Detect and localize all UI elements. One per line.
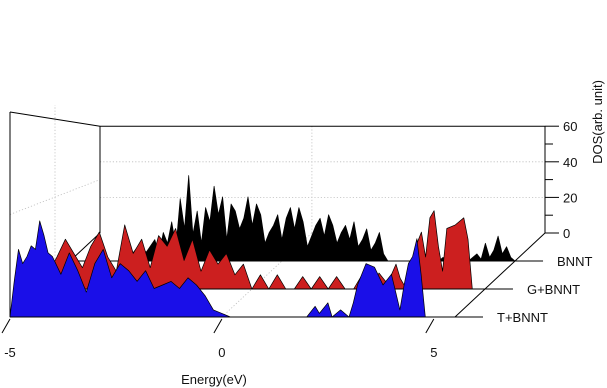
y-tick-label: 60 bbox=[563, 119, 577, 134]
x-tick bbox=[1, 318, 11, 334]
x-tick-label: 0 bbox=[218, 345, 225, 360]
y-tick-label: 40 bbox=[563, 155, 577, 170]
y-tick-label: 0 bbox=[563, 226, 570, 241]
x-tick bbox=[213, 318, 223, 334]
x-tick-label: -5 bbox=[4, 345, 16, 360]
floor-right-edge bbox=[454, 232, 546, 318]
series-layer bbox=[9, 175, 516, 318]
y-tick-label: 20 bbox=[563, 190, 577, 205]
left-wall-top-edge bbox=[9, 111, 101, 127]
series-label-g-bnnt: G+BNNT bbox=[527, 282, 580, 297]
x-tick bbox=[425, 318, 435, 334]
axis-layer: BNNT G+BNNT T+BNNT -5 0 5 0 20 40 60 bbox=[1, 119, 592, 360]
y-axis-label: DOS(arb. unit) bbox=[590, 80, 605, 164]
x-axis-label: Energy(eV) bbox=[181, 372, 247, 387]
x-tick-label: 5 bbox=[430, 345, 437, 360]
series-label-t-bnnt: T+BNNT bbox=[497, 310, 548, 325]
series-area-t-bnnt bbox=[9, 220, 426, 318]
series-label-bnnt: BNNT bbox=[557, 254, 592, 269]
